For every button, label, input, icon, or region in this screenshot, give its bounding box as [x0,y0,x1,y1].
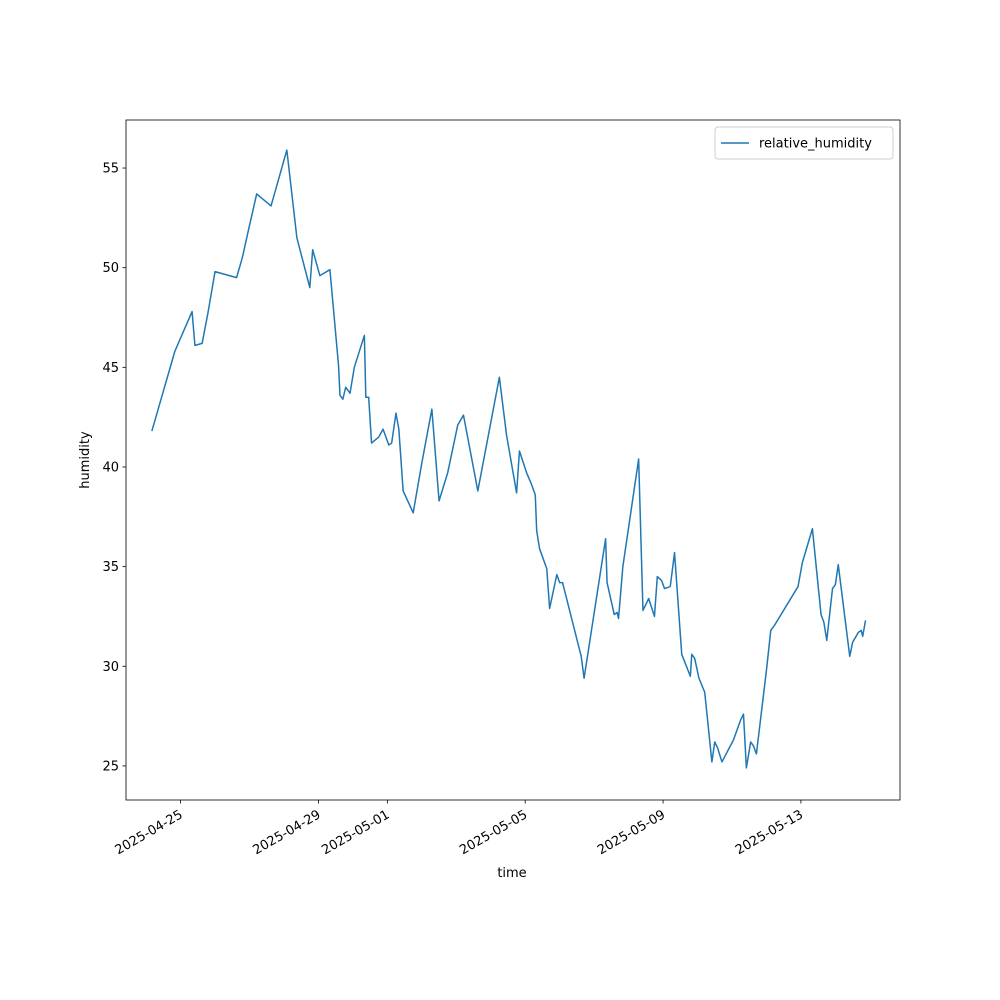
x-tick-label: 2025-05-13 [733,807,806,858]
line [151,149,867,769]
legend-label: relative_humidity [759,137,872,152]
x-tick-label: 2025-04-29 [250,807,323,858]
x-tick-label: 2025-05-09 [595,807,668,858]
x-tick-label: 2025-05-01 [319,807,392,858]
plot-frame [125,119,901,801]
legend: relative_humidity [714,126,894,160]
y-tick-label: 45 [102,361,119,376]
x-tick-label: 2025-05-05 [457,807,530,858]
y-tick-label: 55 [102,162,119,177]
legend-box [714,126,894,160]
y-axis-label: humidity [78,431,93,489]
y-tick-label: 30 [102,660,119,675]
y-tick-label: 25 [102,759,119,774]
y-tick-label: 35 [102,560,119,575]
y-tick-label: 40 [102,460,119,475]
y-tick-label: 50 [102,261,119,276]
x-tick-label: 2025-04-25 [113,807,186,858]
x-axis-label: time [497,866,526,881]
